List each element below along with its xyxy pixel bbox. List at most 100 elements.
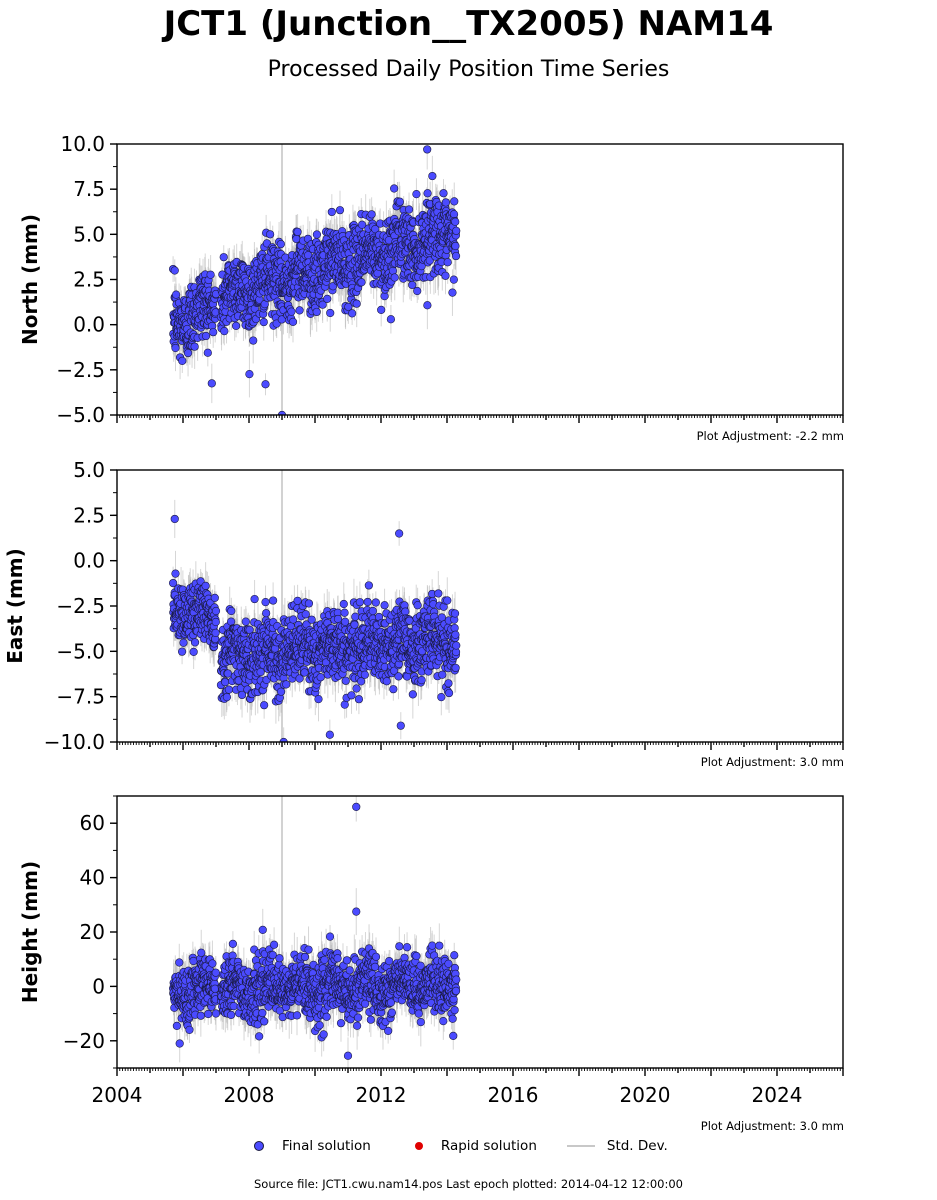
final-solution-point <box>344 302 353 311</box>
final-solution-point <box>179 638 188 647</box>
final-solution-point <box>451 241 460 251</box>
final-solution-point <box>178 356 187 365</box>
final-solution-point <box>171 343 180 353</box>
y-tick-label: 5.0 <box>73 222 105 246</box>
final-solution-point <box>413 286 422 296</box>
final-solution-point <box>171 290 181 299</box>
final-solution-point <box>250 594 259 604</box>
final-solution-point <box>352 299 361 308</box>
y-tick-label: −5.0 <box>56 403 105 427</box>
y-tick-label: 0.0 <box>73 313 105 337</box>
final-solution-point <box>441 271 450 280</box>
final-solution-point <box>211 628 220 637</box>
final-solution-point <box>388 266 398 275</box>
final-solution-point <box>327 207 336 217</box>
y-tick-label: −2.5 <box>56 358 105 382</box>
final-solution-point <box>260 701 269 710</box>
final-solution-point <box>211 606 221 616</box>
final-solution-point <box>295 306 304 315</box>
final-solution-point <box>262 609 271 618</box>
final-solution-point <box>408 280 417 290</box>
final-solution-point <box>241 617 250 626</box>
final-solution-point <box>223 669 233 678</box>
final-solution-point <box>220 327 229 336</box>
y-tick-label: 10.0 <box>60 132 105 156</box>
final-solution-point <box>443 258 452 267</box>
final-solution-point <box>425 256 434 265</box>
final-solution-point <box>390 273 399 282</box>
final-solution-point <box>423 189 432 198</box>
final-solution-point <box>207 379 216 388</box>
final-solution-point <box>219 253 228 262</box>
final-solution-point <box>348 309 357 318</box>
y-axis-label: North (mm) <box>18 214 42 345</box>
final-solution-point <box>288 317 298 326</box>
final-solution-point <box>177 647 187 656</box>
final-solution-point <box>371 225 380 234</box>
final-solution-point <box>203 348 212 357</box>
final-solution-point <box>221 678 230 687</box>
final-solution-point <box>190 638 200 647</box>
final-solution-point <box>277 410 287 415</box>
final-solution-point <box>357 220 367 229</box>
final-solution-point <box>367 210 376 219</box>
final-solution-point <box>293 227 302 237</box>
final-solution-point <box>169 578 178 588</box>
final-solution-point <box>326 308 335 318</box>
final-solution-point <box>276 239 285 249</box>
final-solution-point <box>451 251 461 261</box>
final-solution-point <box>335 206 345 215</box>
final-solution-point <box>237 690 247 700</box>
final-solution-point <box>423 301 432 310</box>
final-solution-point <box>249 336 258 345</box>
final-solution-point <box>269 596 278 605</box>
final-solution-point <box>227 606 236 616</box>
final-solution-point <box>441 198 450 207</box>
final-solution-point <box>261 598 270 607</box>
final-solution-point <box>451 217 460 226</box>
final-solution-point <box>245 370 254 379</box>
final-solution-point <box>209 328 218 337</box>
chart-title: JCT1 (Junction__TX2005) NAM14 <box>163 4 774 44</box>
final-solution-point <box>439 189 448 198</box>
final-solution-point <box>261 380 270 389</box>
final-solution-point <box>224 685 234 694</box>
final-solution-points-0 <box>169 145 461 415</box>
final-solution-point <box>201 331 211 341</box>
y-tick-label: 2.5 <box>73 268 105 292</box>
final-solution-point <box>231 321 241 330</box>
chart-subtitle: Processed Daily Position Time Series <box>267 57 670 82</box>
final-solution-point <box>171 569 180 578</box>
final-solution-point <box>183 348 193 358</box>
final-solution-point <box>428 171 437 181</box>
final-solution-point <box>323 294 332 303</box>
final-solution-point <box>450 197 459 206</box>
final-solution-point <box>404 205 414 214</box>
final-solution-point <box>357 278 366 287</box>
final-solution-point <box>377 305 386 314</box>
final-solution-point <box>312 230 321 239</box>
final-solution-point <box>395 197 405 206</box>
final-solution-points-1 <box>169 514 461 742</box>
final-solution-point <box>452 226 461 235</box>
final-solution-point <box>287 307 296 316</box>
final-solution-point <box>256 667 265 677</box>
y-tick-label: 7.5 <box>73 177 105 201</box>
final-solution-point <box>201 581 210 590</box>
final-solution-point <box>449 210 459 219</box>
final-solution-point <box>206 270 215 279</box>
final-solution-point <box>222 693 232 702</box>
final-solution-point <box>448 288 457 297</box>
final-solution-point <box>259 317 268 327</box>
final-solution-point <box>318 300 327 309</box>
final-solution-point <box>211 617 220 627</box>
final-solution-point <box>189 647 198 657</box>
final-solution-point <box>423 145 432 154</box>
final-solution-point <box>390 184 399 193</box>
final-solution-point <box>190 342 199 351</box>
final-solution-point <box>386 315 396 324</box>
final-solution-point <box>210 593 219 602</box>
final-solution-point <box>312 307 321 317</box>
final-solution-point <box>412 190 421 199</box>
